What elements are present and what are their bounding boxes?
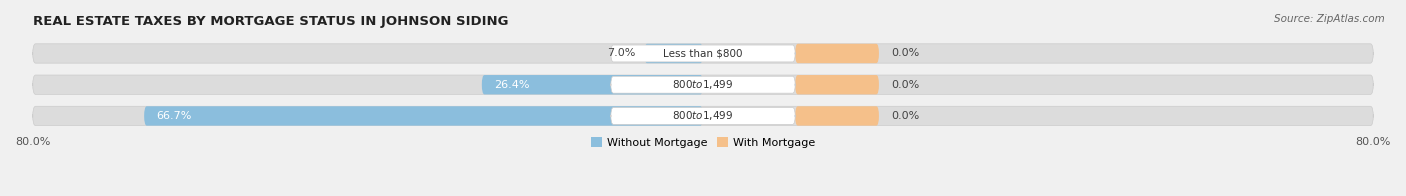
FancyBboxPatch shape bbox=[644, 44, 703, 63]
FancyBboxPatch shape bbox=[32, 106, 1374, 126]
Text: 0.0%: 0.0% bbox=[891, 48, 920, 58]
FancyBboxPatch shape bbox=[796, 75, 879, 94]
Text: 26.4%: 26.4% bbox=[495, 80, 530, 90]
Text: 66.7%: 66.7% bbox=[156, 111, 193, 121]
FancyBboxPatch shape bbox=[610, 108, 796, 124]
Text: $800 to $1,499: $800 to $1,499 bbox=[672, 109, 734, 122]
FancyBboxPatch shape bbox=[796, 44, 879, 63]
FancyBboxPatch shape bbox=[482, 75, 703, 94]
Legend: Without Mortgage, With Mortgage: Without Mortgage, With Mortgage bbox=[586, 133, 820, 152]
FancyBboxPatch shape bbox=[610, 45, 796, 62]
Text: Less than $800: Less than $800 bbox=[664, 48, 742, 58]
Text: 0.0%: 0.0% bbox=[891, 111, 920, 121]
FancyBboxPatch shape bbox=[32, 44, 1374, 63]
Text: $800 to $1,499: $800 to $1,499 bbox=[672, 78, 734, 91]
Text: Source: ZipAtlas.com: Source: ZipAtlas.com bbox=[1274, 14, 1385, 24]
Text: REAL ESTATE TAXES BY MORTGAGE STATUS IN JOHNSON SIDING: REAL ESTATE TAXES BY MORTGAGE STATUS IN … bbox=[32, 15, 508, 28]
Text: 7.0%: 7.0% bbox=[607, 48, 636, 58]
FancyBboxPatch shape bbox=[796, 106, 879, 126]
Text: 0.0%: 0.0% bbox=[891, 80, 920, 90]
FancyBboxPatch shape bbox=[610, 76, 796, 93]
FancyBboxPatch shape bbox=[145, 106, 703, 126]
FancyBboxPatch shape bbox=[32, 75, 1374, 94]
